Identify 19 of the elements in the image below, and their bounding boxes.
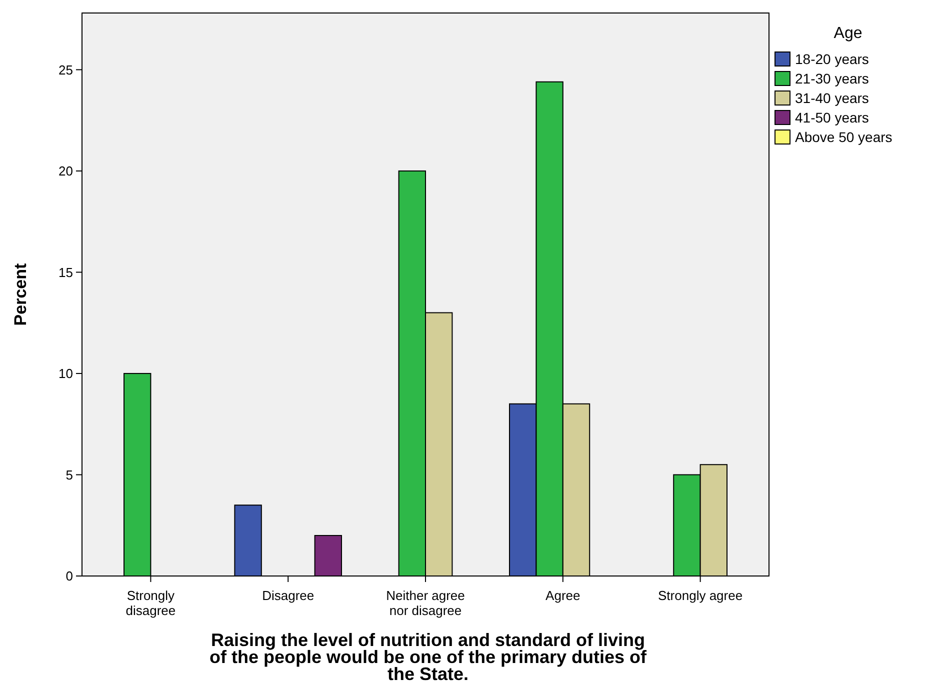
x-tick-label: Agree [546,588,580,603]
legend-title: Age [834,25,862,42]
legend-label: 41-50 years [795,109,869,126]
legend-label: 18-20 years [795,50,869,67]
x-tick-label: Strongly disagree [126,588,176,618]
x-tick-label: Disagree [262,588,314,603]
y-tick-label: 5 [66,467,73,482]
y-tick-label: 10 [58,366,73,382]
legend-label: 21-30 years [795,70,869,86]
x-tick-label: Strongly agree [658,588,743,603]
y-tick-label: 20 [58,164,73,179]
y-tick-label: 15 [58,264,73,280]
x-tick-label: Neither agree nor disagree [386,588,465,618]
legend-label: 31-40 years [795,90,869,106]
x-axis-title: Raising the level of nutrition and standard of living of the people would be one of the primary duties of the State. [209,630,648,684]
legend-label: Above 50 years [795,128,892,145]
y-axis-title: Percent [11,262,30,326]
y-tick-label: 25 [58,62,73,78]
y-tick-label: 0 [66,568,73,584]
